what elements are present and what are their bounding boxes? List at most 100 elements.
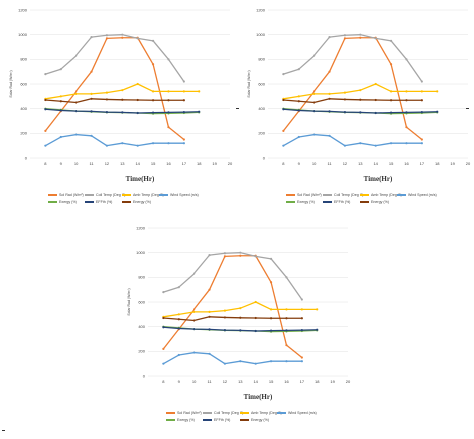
data-point — [269, 281, 273, 284]
data-point — [285, 276, 288, 279]
data-point — [167, 90, 170, 93]
data-point — [121, 142, 124, 145]
legend-label: EFFth (%) — [214, 418, 231, 422]
x-tick-label: 15 — [269, 379, 274, 384]
data-point — [223, 329, 227, 332]
legend-label: Wind Speed (m/s) — [288, 411, 317, 415]
data-point — [420, 138, 423, 141]
data-point — [374, 144, 377, 147]
data-point — [300, 298, 303, 301]
data-point — [193, 308, 196, 311]
data-point — [198, 110, 201, 113]
data-point — [420, 90, 423, 93]
data-point — [90, 70, 93, 73]
legend-item: Wind Speed (m/s) — [397, 193, 437, 197]
data-point — [313, 133, 316, 136]
y-tick-label: 0 — [143, 373, 146, 378]
data-point — [105, 34, 109, 37]
y-tick-label: 0 — [25, 155, 28, 160]
y-axis-label: Solar Rad (W/m²) — [9, 70, 13, 97]
data-point — [239, 316, 242, 319]
data-point — [269, 257, 273, 260]
data-point — [44, 98, 47, 102]
legend-swatch — [85, 194, 94, 196]
data-point — [75, 54, 78, 57]
data-point — [105, 37, 109, 40]
x-tick-label: 14 — [373, 161, 378, 166]
data-point — [328, 134, 331, 137]
data-point — [167, 99, 170, 102]
legend-item: EFFth (%) — [323, 200, 350, 204]
legend-swatch — [203, 412, 212, 414]
legend-swatch — [323, 194, 332, 196]
data-point — [300, 308, 303, 311]
data-point — [182, 142, 185, 145]
data-point — [136, 144, 139, 147]
x-tick-label: 11 — [207, 379, 212, 384]
x-tick-label: 9 — [178, 379, 181, 384]
data-point — [193, 351, 196, 354]
data-point — [239, 360, 242, 363]
data-point — [75, 110, 78, 113]
data-point — [151, 142, 155, 145]
data-point — [182, 80, 185, 83]
data-point — [269, 308, 273, 311]
data-point — [162, 326, 165, 329]
data-point — [193, 328, 196, 331]
chart-svg: 0 200 400 600 800 1000 1200 8 9 10 11 12 13 14 15 16 17 1… — [9, 7, 233, 183]
series-line — [45, 83, 200, 100]
legend-label: Coll Temp (Deg C) — [96, 193, 126, 197]
legend-label: Sol Rad (W/m²) — [177, 411, 202, 415]
data-point — [59, 68, 62, 71]
data-point — [420, 142, 423, 145]
data-point — [285, 329, 288, 332]
data-point — [328, 36, 331, 39]
data-point — [297, 100, 300, 103]
legend-swatch — [360, 194, 369, 196]
data-point — [223, 255, 227, 258]
data-point — [328, 92, 331, 95]
legend-label: Wind Speed (m/s) — [170, 193, 199, 197]
chart-svg: 0 200 400 600 800 1000 1200 8 9 10 11 12 13 14 15 16 17 1… — [247, 7, 471, 183]
legend-item: EFFth (%) — [85, 200, 112, 204]
data-point — [177, 286, 180, 289]
y-tick-label: 200 — [20, 131, 27, 136]
x-tick-label: 17 — [300, 379, 305, 384]
legend-swatch — [323, 201, 332, 203]
data-point — [420, 80, 423, 83]
data-point — [182, 111, 185, 114]
data-point — [162, 316, 165, 320]
data-point — [239, 254, 242, 257]
x-axis-label: Time(Hr) — [244, 393, 273, 401]
legend-label: Energy (%) — [133, 200, 151, 204]
data-point — [405, 111, 408, 114]
data-point — [389, 142, 393, 145]
data-point — [389, 99, 393, 102]
chart-panel-3: 0 200 400 600 800 1000 1200 8 9 10 11 12 13 14 15 16 17 1… — [118, 218, 354, 434]
data-point — [389, 111, 393, 114]
legend-swatch — [159, 194, 168, 196]
data-point — [282, 98, 285, 102]
legend-label: Coll Temp (Deg C) — [214, 411, 244, 415]
x-tick-label: 8 — [282, 161, 285, 166]
series-line — [163, 301, 318, 318]
data-point — [389, 39, 393, 42]
data-point — [90, 36, 93, 39]
x-tick-label: 13 — [358, 161, 363, 166]
y-tick-label: 800 — [138, 275, 145, 280]
series-line — [45, 98, 184, 104]
series-line — [283, 34, 423, 82]
data-point — [75, 101, 78, 104]
legend-item: Exergy (%) — [286, 200, 315, 204]
legend-item: Coll Temp (Deg C) — [323, 193, 364, 197]
data-point — [208, 352, 211, 355]
legend-item: Energy (%) — [122, 200, 151, 204]
data-point — [374, 98, 377, 102]
x-tick-label: 20 — [346, 379, 351, 384]
data-point — [223, 362, 227, 365]
data-point — [44, 73, 47, 76]
data-point — [285, 344, 288, 347]
data-point — [420, 111, 423, 114]
x-tick-label: 19 — [330, 379, 335, 384]
data-point — [208, 328, 211, 331]
